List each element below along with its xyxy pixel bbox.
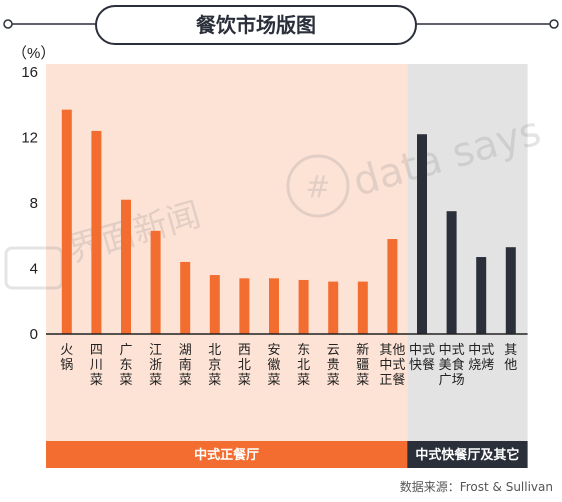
group-bands: 中式正餐厅 中式快餐厅及其它 — [46, 441, 528, 468]
category-label: 新疆菜 — [356, 342, 369, 388]
category-label: 其他中式正餐 — [379, 343, 405, 388]
y-tick-label: 12 — [21, 130, 38, 147]
y-tick-label: 4 — [30, 261, 38, 278]
bars — [61, 109, 516, 334]
category-label: 广东菜 — [119, 343, 132, 388]
bar — [91, 130, 102, 334]
category-label: 北京菜 — [208, 343, 221, 388]
category-label: 东北菜 — [297, 343, 310, 388]
bar — [239, 278, 250, 334]
group-band-label: 中式快餐厅及其它 — [415, 447, 519, 463]
bar — [505, 247, 516, 334]
bar — [180, 261, 191, 334]
bar — [269, 278, 279, 334]
category-labels: 火锅四川菜广东菜江浙菜湖南菜北京菜西北菜安徽菜东北菜云贵菜新疆菜其他中式正餐中式… — [60, 342, 517, 388]
category-label: 火锅 — [60, 343, 73, 373]
category-label: 西北菜 — [238, 343, 251, 388]
group-band-label: 中式正餐厅 — [194, 447, 259, 463]
bar — [209, 275, 220, 334]
bar — [121, 199, 131, 334]
bar — [150, 230, 161, 334]
y-tick-label: 8 — [30, 195, 38, 212]
category-label: 四川菜 — [90, 343, 103, 388]
bar — [357, 281, 368, 334]
y-tick-label: 0 — [30, 326, 38, 343]
bar — [328, 281, 339, 334]
chart-title: 餐饮市场版图 — [196, 13, 316, 37]
category-label: 云贵菜 — [327, 343, 340, 388]
category-label: 中式美食广场 — [439, 343, 465, 388]
group-band — [407, 441, 528, 468]
category-label: 湖南菜 — [179, 343, 192, 388]
bar — [417, 134, 427, 334]
bar — [446, 211, 457, 334]
group-band — [46, 441, 408, 468]
bar — [387, 239, 398, 334]
y-axis: 0 4 8 12 16 — [21, 64, 38, 343]
bar — [298, 279, 309, 334]
bar — [476, 257, 487, 334]
category-label: 其他 — [504, 343, 517, 373]
category-label: 中式烧烤 — [468, 343, 494, 373]
y-axis-unit: （%） — [12, 45, 55, 62]
svg-text:#: # — [305, 170, 330, 205]
category-label: 安徽菜 — [267, 343, 280, 388]
title-banner: 餐饮市场版图 — [3, 5, 559, 45]
y-tick-label: 16 — [21, 64, 38, 81]
bar — [61, 109, 72, 334]
source-note: 数据来源：Frost & Sullivan — [400, 479, 553, 494]
group-background-main — [46, 64, 408, 441]
category-label: 中式快餐 — [409, 343, 435, 373]
category-label: 江浙菜 — [149, 343, 162, 388]
